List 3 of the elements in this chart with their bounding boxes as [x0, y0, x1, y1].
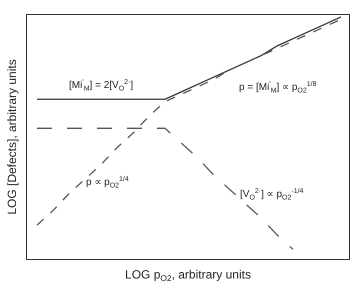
x-axis-title: LOG p$_{O2}$, arbitrary units [125, 267, 251, 283]
y-axis-title: LOG [Defects], arbitrary units [5, 59, 20, 215]
annotation: [Mi$^{'}$$_{M}$] = 2[V$_{O}$$^{2·}$] [69, 79, 134, 92]
